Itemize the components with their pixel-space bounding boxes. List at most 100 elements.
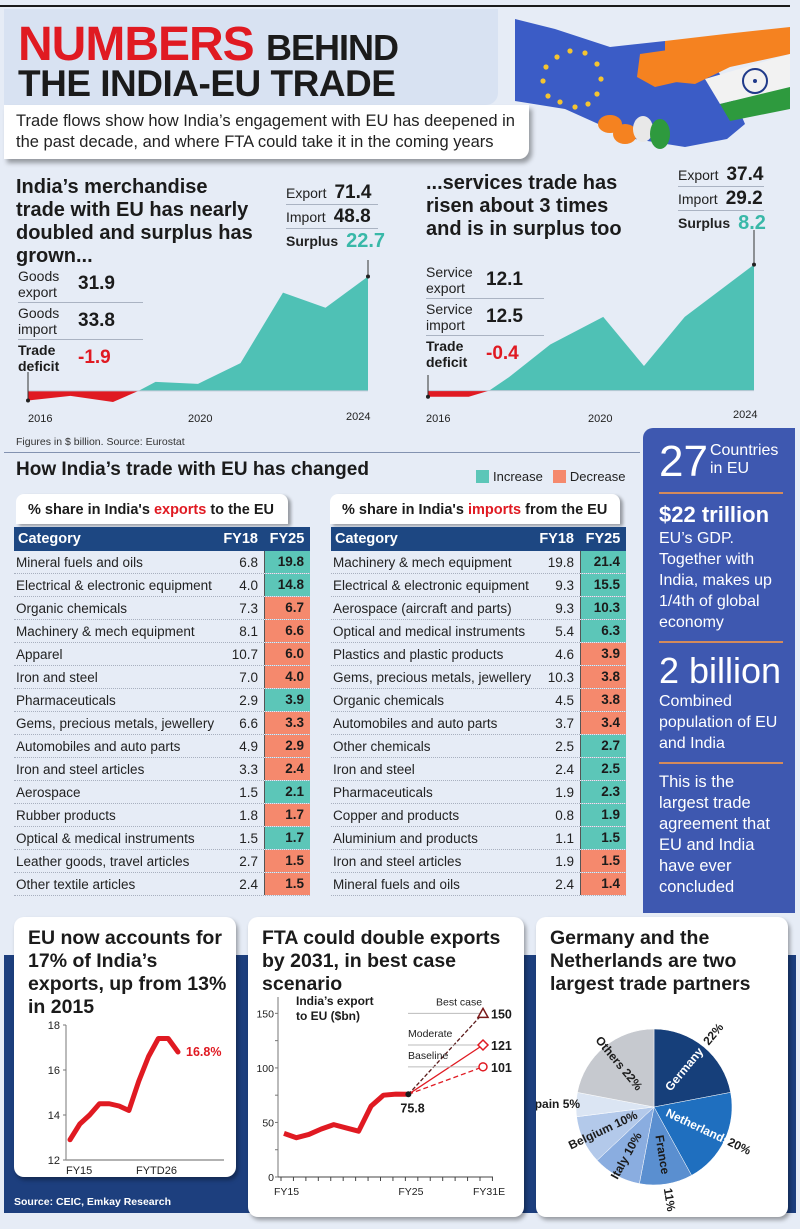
card-trade-partners: Germany and the Netherlands are two larg… xyxy=(536,917,788,1217)
table-row: Optical and medical instruments 5.4 6.3 xyxy=(331,620,626,643)
cell-fy25: 1.7 xyxy=(264,804,310,826)
pie-label-percent: 22% xyxy=(700,1020,726,1048)
x-tick-label: FYTD26 xyxy=(136,1165,177,1177)
pie-label-percent: 20% xyxy=(726,1135,754,1158)
stat-row-import: Import 48.8 xyxy=(286,205,378,229)
header-category: Category xyxy=(335,531,398,547)
stat-label: Surplus xyxy=(678,215,731,231)
cell-category: Electrical & electronic equipment xyxy=(16,577,212,593)
stat-value: 12.5 xyxy=(486,306,523,327)
merchandise-start-stats: Goods export 31.9 Goods import 33.8 Trade … xyxy=(18,266,143,376)
header-fy25: FY25 xyxy=(269,531,305,547)
cell-fy18: 1.9 xyxy=(555,784,574,800)
stat-label: Service import xyxy=(426,301,473,333)
fact-gdp-number: $22 trillion xyxy=(659,502,770,527)
stat-label: Export xyxy=(286,184,327,201)
table-row: Machinery & mech equipment 19.8 21.4 xyxy=(331,551,626,574)
stat-value: 8.2 xyxy=(738,211,766,234)
cell-fy25: 21.4 xyxy=(580,551,626,573)
cell-category: Rubber products xyxy=(16,807,116,823)
projection-value: 101 xyxy=(491,1061,512,1075)
cell-fy18: 6.6 xyxy=(239,715,258,731)
marker-diamond xyxy=(476,1038,490,1052)
stat-value: 12.1 xyxy=(486,269,523,290)
projection-name: Moderate xyxy=(408,1028,453,1040)
cell-fy25: 2.3 xyxy=(580,781,626,803)
cell-fy25: 4.0 xyxy=(264,666,310,688)
cell-category: Automobiles and auto parts xyxy=(333,715,498,731)
tab-highlight: imports xyxy=(467,502,522,518)
y-tick-label: 0 xyxy=(268,1172,274,1184)
y-tick-label: 50 xyxy=(262,1117,274,1129)
table-row: Electrical & electronic equipment 9.3 15.5 xyxy=(331,574,626,597)
projection-value: 121 xyxy=(491,1039,512,1053)
x-tick-label: FY31E xyxy=(473,1186,505,1198)
table-row: Automobiles and auto parts 4.9 2.9 xyxy=(14,735,310,758)
projection-line xyxy=(408,1044,484,1095)
table-header: Category FY18 FY25 xyxy=(14,527,310,551)
tab-text: % share in India's xyxy=(28,502,154,518)
cell-category: Mineral fuels and oils xyxy=(16,554,143,570)
cell-fy18: 2.4 xyxy=(555,876,574,892)
cell-category: Aerospace (aircraft and parts) xyxy=(333,600,512,616)
table-row: Automobiles and auto parts 3.7 3.4 xyxy=(331,712,626,735)
x-tick-2024: 2024 xyxy=(346,411,371,423)
cell-fy25: 1.4 xyxy=(580,873,626,895)
table-row: Gems, precious metals, jewellery 10.3 3.8 xyxy=(331,666,626,689)
stat-row-service-export: Service export 12.1 xyxy=(426,262,544,299)
series-line xyxy=(67,1036,181,1143)
x-tick-2016: 2016 xyxy=(426,413,451,425)
cell-category: Pharmaceuticals xyxy=(333,784,433,800)
fact-countries-text: Countries in EU xyxy=(709,442,779,477)
end-point xyxy=(752,262,756,267)
cell-fy25: 1.7 xyxy=(264,827,310,849)
table-row: Aluminium and products 1.1 1.5 xyxy=(331,827,626,850)
stat-value: 48.8 xyxy=(333,205,371,227)
exports-table-tab: % share in India's exports to the EU xyxy=(16,494,288,524)
cell-category: Organic chemicals xyxy=(333,692,445,708)
cell-fy18: 7.3 xyxy=(239,600,258,616)
deficit-area xyxy=(428,390,490,397)
cell-fy18: 1.1 xyxy=(555,830,574,846)
stat-value: 37.4 xyxy=(726,163,764,185)
services-area-chart xyxy=(426,230,756,399)
table-row: Pharmaceuticals 2.9 3.9 xyxy=(14,689,310,712)
merchandise-title: India’s merchandise trade with EU has ne… xyxy=(16,176,253,267)
cell-fy18: 2.7 xyxy=(239,853,258,869)
page-title-line1: NUMBERS BEHIND xyxy=(18,21,399,72)
cell-fy25: 15.5 xyxy=(580,574,626,596)
table-row: Iron and steel articles 1.9 1.5 xyxy=(331,850,626,873)
fy25-point xyxy=(405,1091,412,1098)
stat-row-import: Import 29.2 xyxy=(678,187,764,211)
stat-label: Service export xyxy=(426,264,473,296)
table-row: Iron and steel 2.4 2.5 xyxy=(331,758,626,781)
projection-name: Best case xyxy=(436,996,482,1008)
imports-table: Category FY18 FY25 Machinery & mech equi… xyxy=(331,527,626,896)
cell-fy25: 1.5 xyxy=(264,873,310,895)
historical-line xyxy=(283,1091,409,1141)
cell-fy18: 1.5 xyxy=(239,784,258,800)
x-tick-2024: 2024 xyxy=(733,409,758,421)
fact-divider xyxy=(659,641,783,643)
cell-fy25: 3.8 xyxy=(580,689,626,711)
x-tick-label: FY25 xyxy=(398,1186,423,1198)
end-value-label: 16.8% xyxy=(186,1045,221,1059)
stat-label: Surplus xyxy=(286,233,339,249)
top-rule xyxy=(0,5,790,7)
stat-value: 71.4 xyxy=(334,181,372,203)
tab-highlight: exports xyxy=(153,502,207,518)
table-row: Aerospace (aircraft and parts) 9.3 10.3 xyxy=(331,597,626,620)
legend-swatch-decrease xyxy=(552,470,566,483)
stat-value: 22.7 xyxy=(346,229,386,252)
tab-text: from the EU xyxy=(521,502,608,518)
table-row: Rubber products 1.8 1.7 xyxy=(14,804,310,827)
table-row: Leather goods, travel articles 2.7 1.5 xyxy=(14,850,310,873)
fact-divider xyxy=(659,762,783,764)
stat-label: Export xyxy=(678,166,719,183)
cell-category: Iron and steel xyxy=(333,761,415,777)
stat-value: 33.8 xyxy=(78,310,115,331)
cell-fy25: 2.7 xyxy=(580,735,626,757)
fact-countries-number: 27 xyxy=(659,437,708,486)
cell-fy18: 2.4 xyxy=(239,876,258,892)
